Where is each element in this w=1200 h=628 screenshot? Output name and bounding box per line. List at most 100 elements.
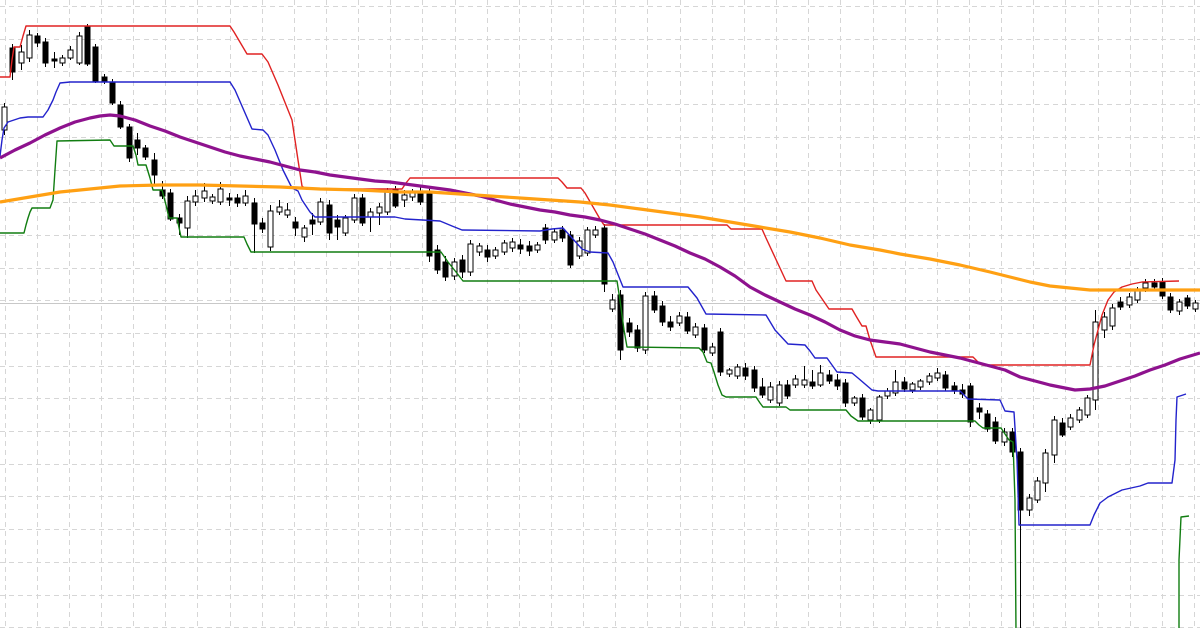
- candle-up: [934, 368, 941, 381]
- candle-down: [942, 371, 949, 391]
- candle-down: [326, 200, 333, 240]
- candle-down: [901, 377, 908, 392]
- candle-up: [59, 55, 66, 66]
- candle-up: [551, 228, 558, 243]
- candle-up: [1, 103, 8, 135]
- candle-down: [1167, 293, 1174, 313]
- candle-up: [801, 366, 808, 388]
- candle-down: [234, 194, 241, 207]
- candle-up: [242, 190, 249, 206]
- candle-down: [659, 301, 666, 326]
- candle-up: [509, 238, 516, 252]
- candle-up: [767, 382, 774, 403]
- candle-up: [267, 205, 274, 251]
- candle-up: [726, 368, 733, 377]
- candle-up: [734, 364, 741, 379]
- candle-down: [42, 38, 49, 67]
- candle-down: [701, 324, 708, 353]
- candle-down: [151, 153, 158, 186]
- candle-up: [817, 365, 824, 387]
- upper-channel-red-line: [0, 25, 1180, 366]
- candle-down: [542, 224, 549, 244]
- candle-down: [626, 318, 633, 337]
- candle-up: [1092, 310, 1099, 410]
- candle-up: [642, 292, 649, 354]
- candle-up: [1026, 494, 1033, 516]
- candle-up: [492, 247, 499, 259]
- candle-down: [92, 44, 99, 83]
- candle-up: [184, 196, 191, 238]
- candle-up: [1067, 414, 1074, 430]
- candle-down: [126, 124, 133, 162]
- candle-up: [609, 294, 616, 312]
- candle-up: [676, 312, 683, 326]
- candle-down: [717, 328, 724, 376]
- candle-up: [467, 240, 474, 276]
- candle-down: [1059, 418, 1066, 437]
- candle-down: [51, 52, 58, 68]
- mid-channel-blue-line: [0, 81, 1187, 526]
- candle-up: [192, 190, 199, 206]
- candle-down: [601, 224, 608, 292]
- candle-up: [534, 242, 541, 253]
- candle-up: [26, 30, 33, 62]
- candle-up: [476, 243, 483, 256]
- candle-down: [992, 417, 999, 444]
- candle-down: [1151, 279, 1158, 290]
- candle-down: [651, 291, 658, 313]
- candle-down: [784, 380, 791, 399]
- lower-channel-green-line: [0, 139, 1190, 628]
- candlestick-series: [1, 24, 1199, 628]
- candle-up: [67, 46, 74, 60]
- candle-down: [134, 133, 141, 155]
- candle-up: [1126, 293, 1133, 308]
- candle-down: [292, 217, 299, 236]
- candle-down: [334, 215, 341, 240]
- candle-down: [1117, 297, 1124, 310]
- candle-down: [259, 218, 266, 233]
- candle-down: [826, 370, 833, 384]
- candle-down: [751, 366, 758, 392]
- candle-up: [1084, 395, 1091, 418]
- candle-up: [76, 32, 83, 65]
- candle-up: [301, 225, 308, 242]
- candle-up: [776, 381, 783, 406]
- candle-down: [517, 239, 524, 254]
- candle-down: [667, 316, 674, 331]
- candle-up: [792, 375, 799, 388]
- candle-down: [109, 79, 116, 105]
- candle-up: [1076, 407, 1083, 423]
- candle-down: [34, 33, 41, 47]
- candle-down: [442, 256, 449, 281]
- candle-up: [18, 45, 25, 70]
- medium-ma-orange-line: [0, 183, 1200, 292]
- candle-up: [284, 203, 291, 218]
- candle-down: [484, 245, 491, 262]
- candle-up: [1176, 299, 1183, 315]
- candle-up: [692, 323, 699, 338]
- candle-down: [459, 255, 466, 278]
- candle-down: [967, 383, 974, 427]
- candle-down: [526, 241, 533, 256]
- candle-up: [1042, 449, 1049, 492]
- candle-down: [809, 370, 816, 389]
- candle-up: [1034, 477, 1041, 503]
- candle-down: [759, 378, 766, 398]
- candle-down: [84, 24, 91, 66]
- candle-up: [876, 395, 883, 423]
- candle-up: [592, 226, 599, 238]
- candle-down: [742, 363, 749, 380]
- candle-down: [142, 145, 149, 160]
- candle-down: [842, 379, 849, 407]
- candle-up: [926, 373, 933, 385]
- candle-up: [501, 240, 508, 255]
- candle-down: [359, 194, 366, 226]
- candle-down: [226, 193, 233, 206]
- candle-up: [1051, 416, 1058, 463]
- candle-down: [251, 198, 258, 253]
- candle-up: [917, 379, 924, 390]
- candle-down: [834, 374, 841, 390]
- candle-down: [1184, 295, 1191, 309]
